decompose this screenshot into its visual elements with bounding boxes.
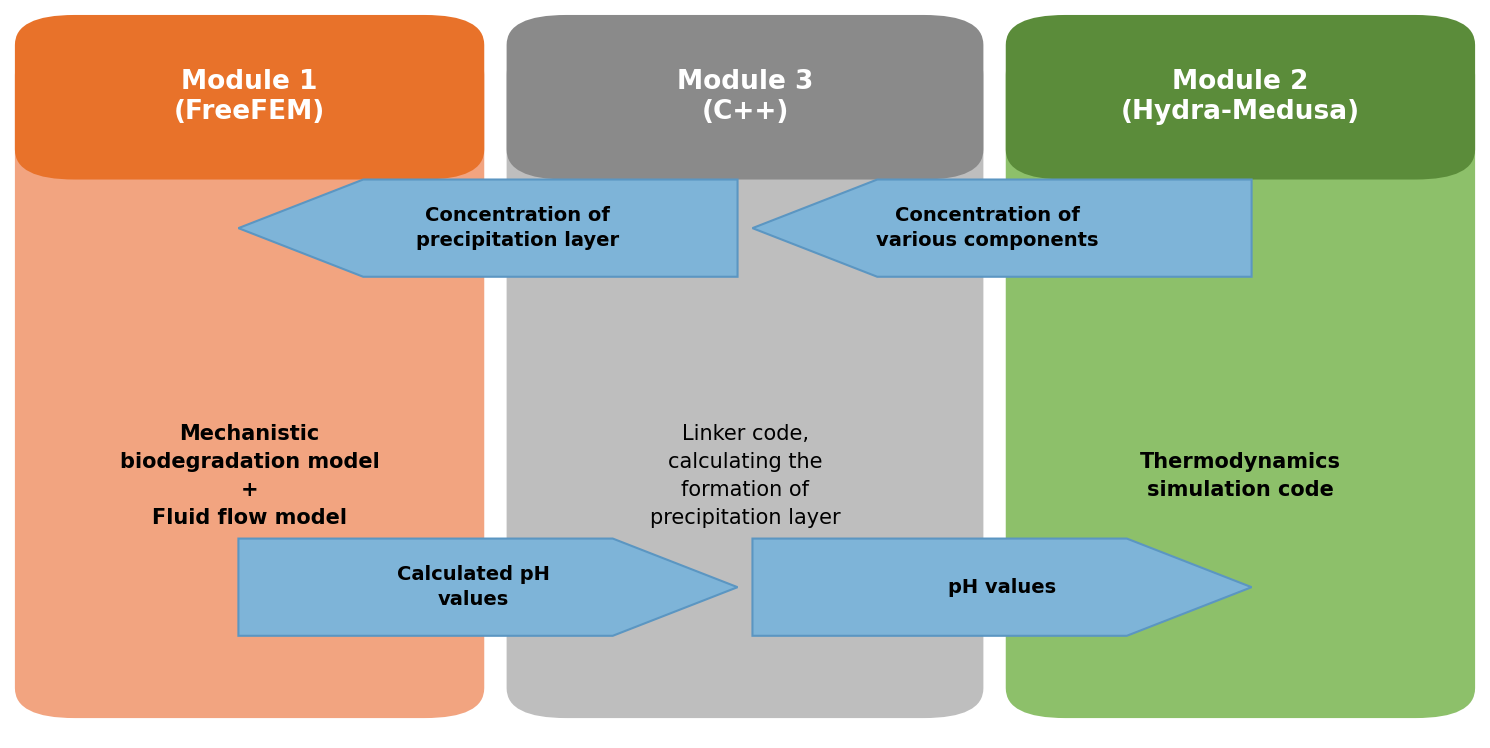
FancyBboxPatch shape [507, 15, 983, 180]
Polygon shape [752, 180, 1252, 277]
Text: pH values: pH values [948, 577, 1056, 597]
FancyBboxPatch shape [15, 45, 484, 718]
Text: Calculated pH
values: Calculated pH values [396, 565, 550, 609]
Text: Module 3
(C++): Module 3 (C++) [676, 70, 814, 125]
Text: Linker code,
calculating the
formation of
precipitation layer: Linker code, calculating the formation o… [650, 423, 840, 528]
FancyBboxPatch shape [1006, 15, 1475, 180]
Text: Concentration of
precipitation layer: Concentration of precipitation layer [416, 206, 620, 250]
Text: Module 1
(FreeFEM): Module 1 (FreeFEM) [174, 70, 325, 125]
Polygon shape [238, 539, 738, 636]
FancyBboxPatch shape [507, 45, 983, 718]
Polygon shape [238, 180, 738, 277]
FancyBboxPatch shape [1006, 45, 1475, 718]
Text: Thermodynamics
simulation code: Thermodynamics simulation code [1140, 452, 1341, 500]
Text: Concentration of
various components: Concentration of various components [876, 206, 1098, 250]
Text: Mechanistic
biodegradation model
+
Fluid flow model: Mechanistic biodegradation model + Fluid… [119, 423, 380, 528]
FancyBboxPatch shape [15, 15, 484, 180]
Polygon shape [752, 539, 1252, 636]
Text: Module 2
(Hydra-Medusa): Module 2 (Hydra-Medusa) [1120, 70, 1360, 125]
